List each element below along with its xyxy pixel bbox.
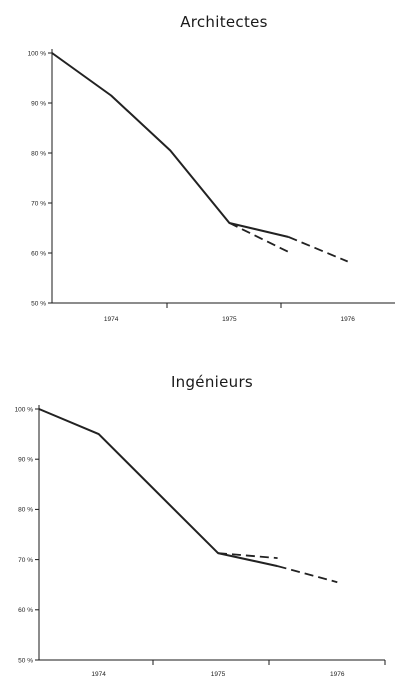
y-tick-label: 80 % (31, 150, 46, 157)
y-tick-label: 80 % (18, 507, 33, 514)
y-tick-label: 50 % (18, 657, 33, 664)
series-line-solid (52, 53, 289, 237)
x-tick-label: 1975 (211, 671, 226, 678)
x-tick-label: 1974 (91, 671, 106, 678)
y-tick-label: 100 % (15, 406, 34, 413)
y-tick-label: 50 % (31, 300, 46, 307)
y-tick-label: 60 % (18, 607, 33, 614)
x-tick-label: 1976 (340, 316, 355, 323)
series-line-dashed (229, 223, 288, 252)
series-line-dashed (278, 566, 338, 582)
y-tick-label: 90 % (18, 457, 33, 464)
y-tick-label: 70 % (31, 200, 46, 207)
chart-ingenieurs: Ingénieurs 100 % 90 % 80 % 70 % 60 % 50 % 1974… (15, 373, 385, 678)
x-tick-label: 1975 (222, 316, 237, 323)
series-line-dashed (289, 237, 348, 262)
y-tick-label: 100 % (28, 50, 47, 57)
series-line-solid (39, 409, 278, 566)
chart-title: Ingénieurs (171, 373, 253, 391)
x-tick-label: 1974 (104, 316, 119, 323)
chart-title: Architectes (180, 13, 268, 31)
y-tick-label: 60 % (31, 250, 46, 257)
chart-architectes: Architectes 100 % 90 % 80 % 70 % 60 % 50 % 197… (28, 13, 395, 323)
y-tick-label: 90 % (31, 100, 46, 107)
x-tick-label: 1976 (330, 671, 345, 678)
y-tick-label: 70 % (18, 557, 33, 564)
